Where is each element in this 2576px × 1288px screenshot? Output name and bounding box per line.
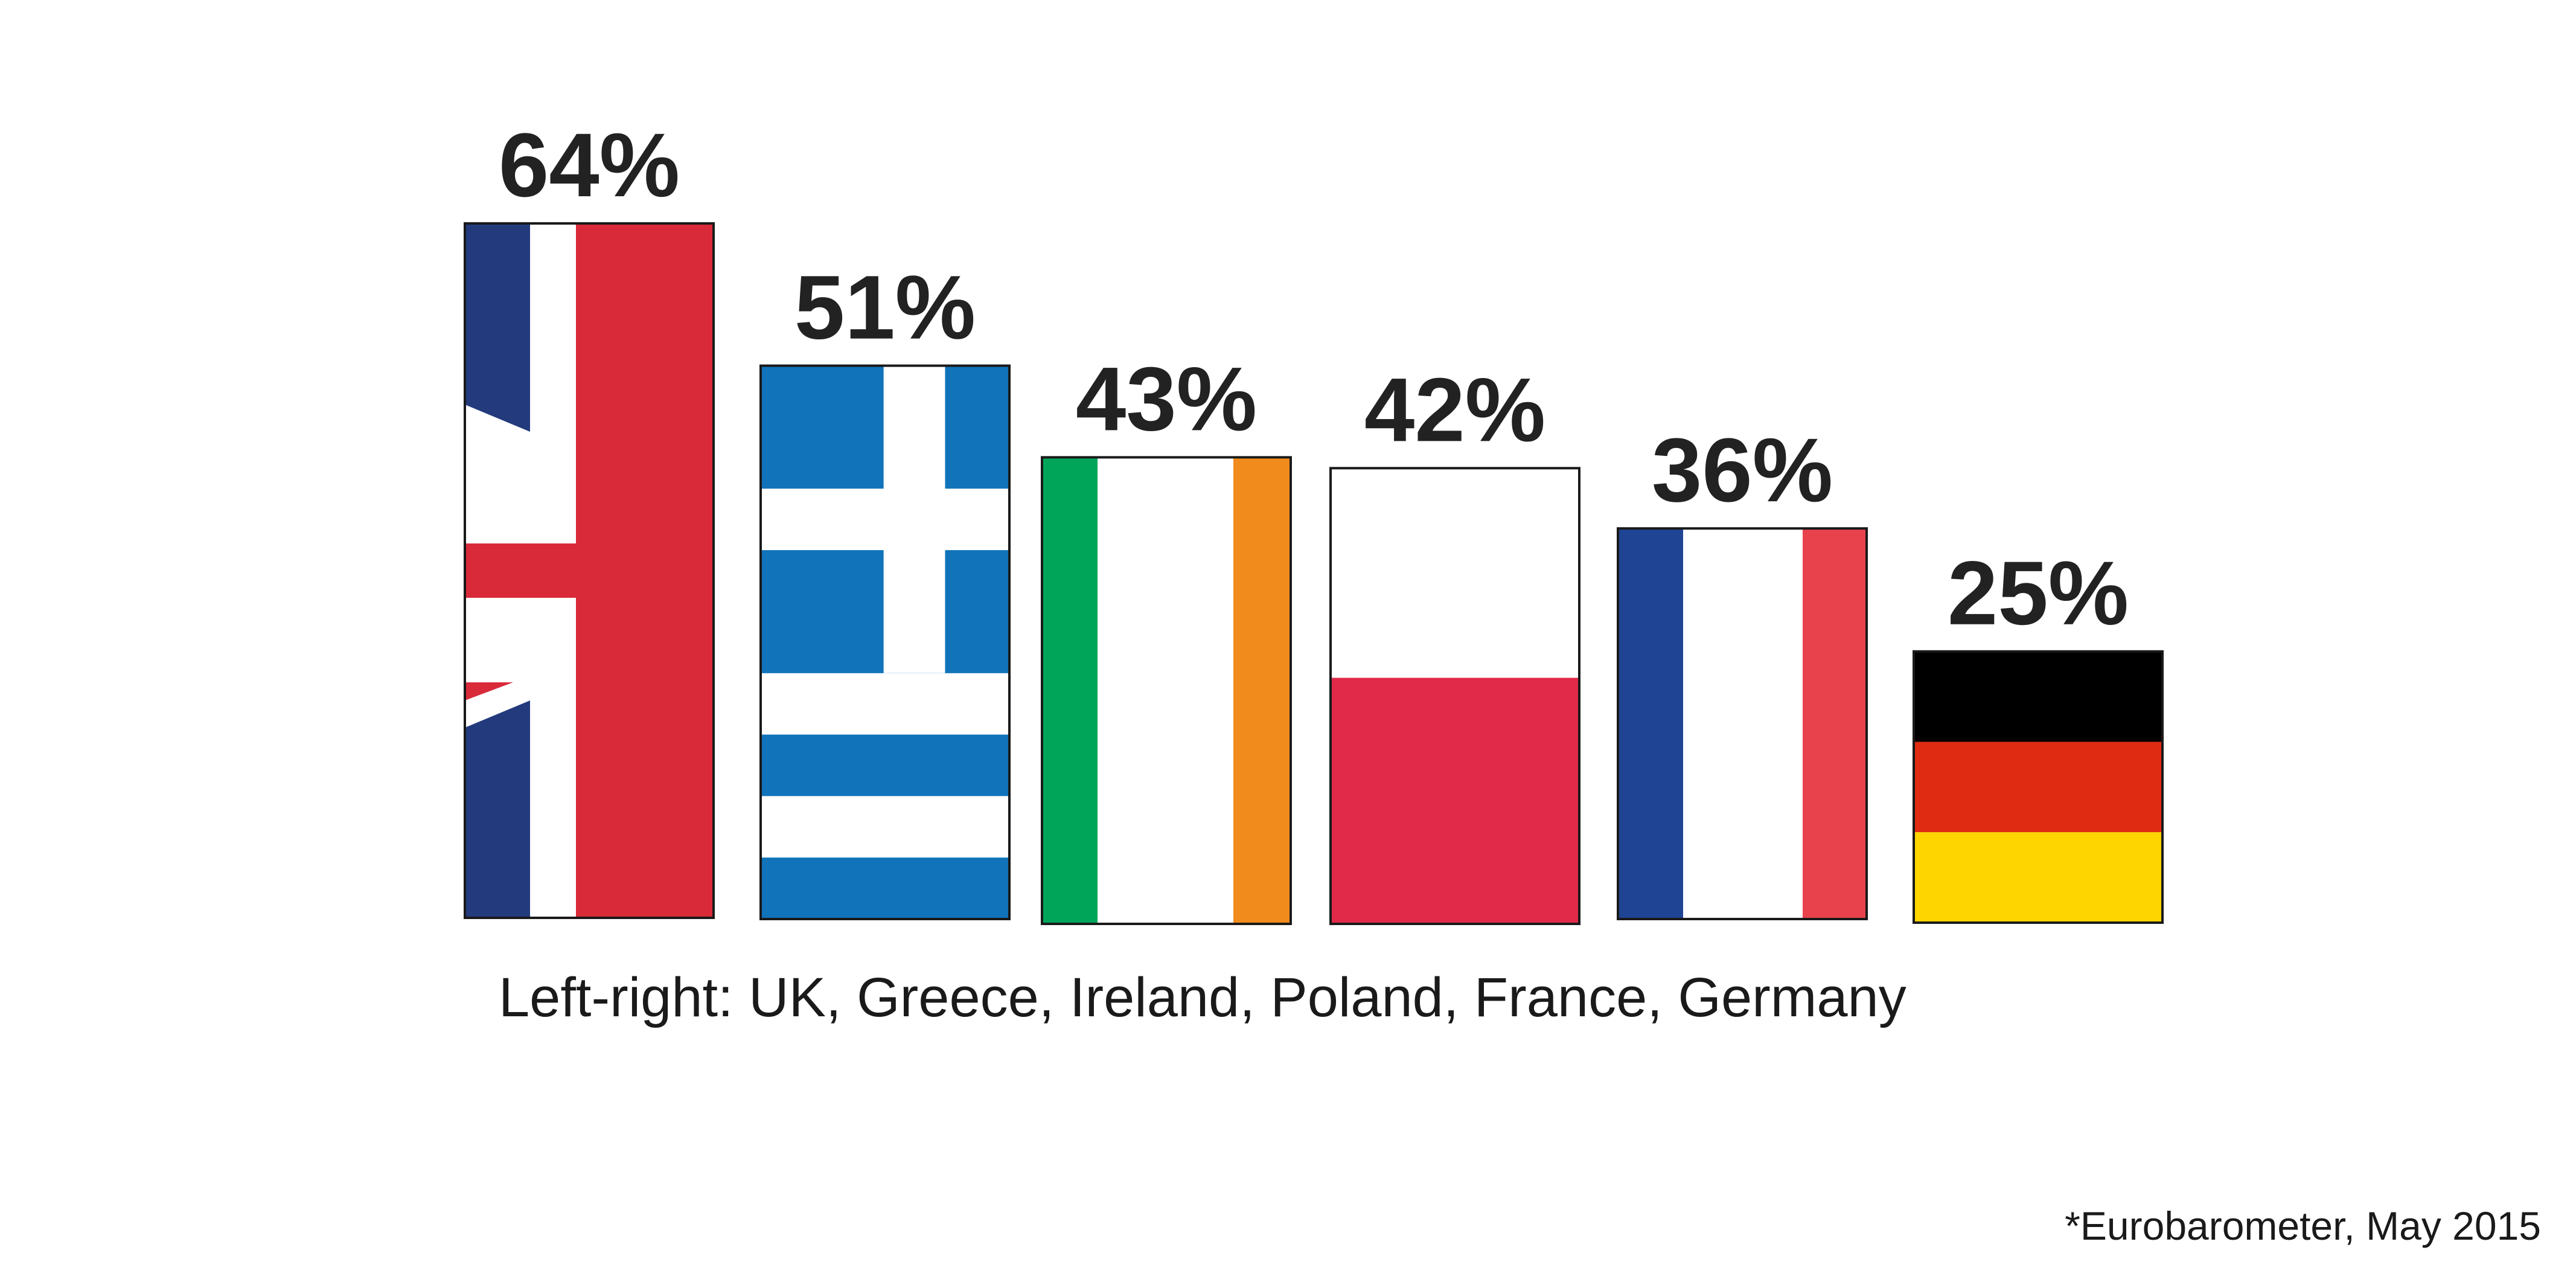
greece-flag-fill: [761, 365, 1009, 919]
uk-diagonal-top: [465, 405, 530, 501]
source-note: *Eurobarometer, May 2015: [2065, 1203, 2541, 1248]
ireland-orange-band: [1233, 457, 1291, 924]
bar-france: [1617, 527, 1868, 920]
bar-outline-uk: [464, 222, 715, 919]
france-blue-band: [1618, 528, 1683, 919]
value-label-greece: 51%: [794, 257, 976, 358]
germany-gold-band: [1914, 832, 2162, 923]
greece-blue-stripe: [761, 734, 1009, 796]
ireland-flag-fill: [1042, 457, 1291, 924]
value-label-poland: 42%: [1364, 359, 1545, 460]
bar-greece: [759, 364, 1011, 920]
bar-outline-ireland: [1041, 456, 1292, 925]
greece-cross-vertical: [883, 365, 945, 673]
chart-caption: Left-right: UK, Greece, Ireland, Poland,…: [499, 967, 1906, 1028]
uk-diagonal-red: [465, 682, 513, 700]
value-label-france: 36%: [1652, 419, 1833, 521]
germany-black-band: [1914, 651, 2162, 742]
value-label-ireland: 43%: [1076, 348, 1257, 449]
poland-red-band: [1331, 678, 1579, 924]
bar-outline-greece: [759, 364, 1011, 920]
bar-germany: [1913, 650, 2164, 924]
bar-uk: [464, 222, 715, 919]
bar-outline-poland: [1329, 467, 1580, 925]
france-flag-fill: [1618, 528, 1867, 919]
uk-flag-fill: [465, 223, 714, 918]
value-label-uk: 64%: [499, 114, 680, 216]
germany-red-band: [1914, 742, 2162, 833]
germany-flag-fill: [1914, 651, 2162, 923]
ireland-green-band: [1042, 457, 1098, 924]
greece-blue-stripe: [761, 857, 1009, 919]
bar-outline-france: [1617, 527, 1868, 920]
uk-cross-horizontal-red: [465, 543, 576, 598]
bar-poland: [1329, 467, 1580, 925]
value-label-germany: 25%: [1948, 542, 2129, 644]
poland-flag-fill: [1331, 468, 1579, 924]
bar-ireland: [1041, 456, 1292, 925]
bar-outline-germany: [1913, 650, 2164, 924]
france-red-band: [1803, 528, 1867, 919]
